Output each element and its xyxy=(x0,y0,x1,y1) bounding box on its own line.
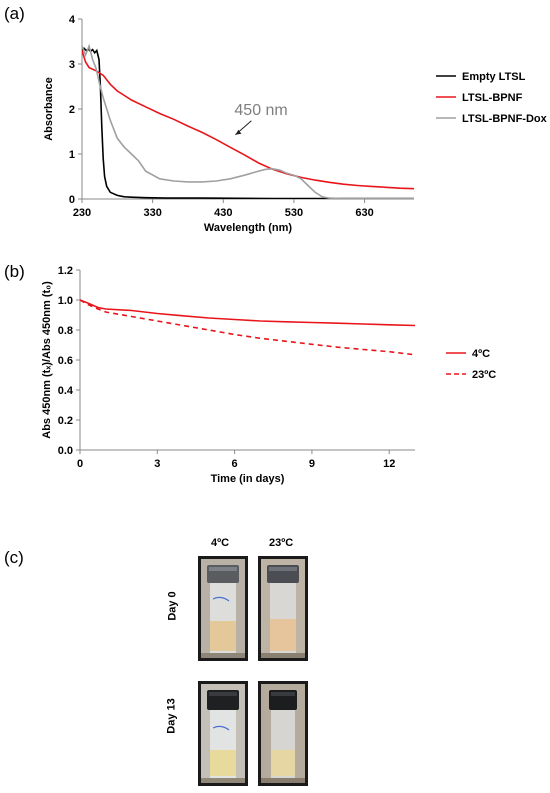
y-tick-label: 4 xyxy=(69,14,76,26)
x-tick-label: 330 xyxy=(143,207,161,219)
y-tick-label: 0.8 xyxy=(58,325,73,337)
y-tick-label: 0.4 xyxy=(58,385,74,397)
panel-label-a: (a) xyxy=(4,4,25,23)
y-tick-label: 2 xyxy=(69,104,75,116)
photo-column-4c: 4ºC xyxy=(211,537,230,549)
legend-label-1: 23ºC xyxy=(472,369,496,381)
y-tick-label: 1.2 xyxy=(58,265,73,277)
x-tick-label: 0 xyxy=(77,458,83,470)
x-tick-label: 630 xyxy=(355,207,373,219)
series-line-2 xyxy=(82,43,414,199)
y-tick-label: 0.0 xyxy=(58,445,73,457)
x-tick-label: 3 xyxy=(154,458,160,470)
y-tick-label: 1.0 xyxy=(58,295,73,307)
y-axis-label: Abs 450nm (tₓ)/Abs 450nm (t₀) xyxy=(41,281,53,439)
annotation-arrowhead xyxy=(235,129,242,135)
x-tick-label: 9 xyxy=(309,458,315,470)
y-tick-label: 0.2 xyxy=(58,415,73,427)
legend-label-2: LTSL-BPNF-Dox xyxy=(462,113,548,125)
panel-label-c: (c) xyxy=(4,548,24,567)
photo-row-day13: Day 13 xyxy=(165,698,178,734)
x-tick-label: 530 xyxy=(285,207,303,219)
photo-column-23c: 23ºC xyxy=(269,537,294,549)
vial-photo-4c-day13 xyxy=(198,681,248,786)
x-tick-label: 230 xyxy=(73,207,91,219)
annotation-label: 450 nm xyxy=(234,102,287,119)
series-line-1 xyxy=(80,299,415,356)
y-tick-label: 1 xyxy=(69,149,75,161)
y-axis-label: Absorbance xyxy=(43,77,55,141)
x-tick-label: 430 xyxy=(214,207,232,219)
x-axis-label: Wavelength (nm) xyxy=(204,222,293,234)
x-axis-label: Time (in days) xyxy=(211,473,285,485)
photo-row-day0: Day 0 xyxy=(166,591,179,621)
vial-photo-4c-day0 xyxy=(198,556,248,661)
stability-chart: 0.0 0.2 0.4 0.6 0.8 1.0 1.2 0 3 6 9 12 Time (in days… xyxy=(41,265,496,485)
series-line-1 xyxy=(82,50,414,190)
legend-label-1: LTSL-BPNF xyxy=(462,92,523,104)
y-tick-label: 0.6 xyxy=(58,355,73,367)
panel-label-b: (b) xyxy=(4,262,25,281)
y-tick-label: 0 xyxy=(69,194,75,206)
absorbance-spectrum-chart: 0 1 2 3 4 230 330 430 530 630 Wavelength (nm) Absor… xyxy=(43,14,548,234)
vial-photo-23c-day13 xyxy=(258,681,308,786)
x-tick-label: 6 xyxy=(232,458,238,470)
x-tick-label: 12 xyxy=(383,458,395,470)
series-line-0 xyxy=(80,299,415,327)
y-tick-label: 3 xyxy=(69,59,75,71)
vial-photo-23c-day0 xyxy=(258,556,308,661)
legend-label-0: 4ºC xyxy=(472,348,490,360)
legend-label-0: Empty LTSL xyxy=(462,71,526,83)
